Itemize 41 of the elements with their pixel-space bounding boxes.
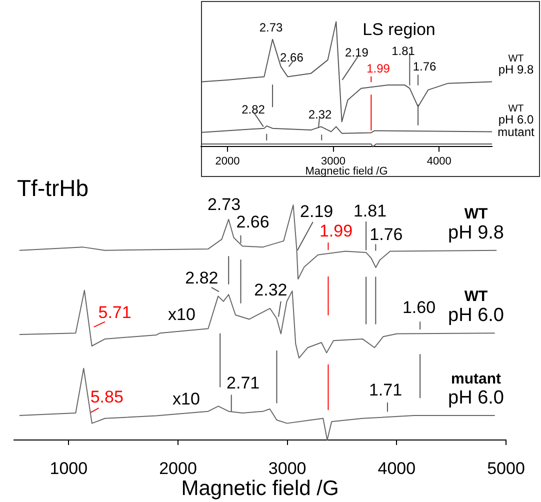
annotation: 1.76	[370, 224, 403, 244]
x-tick-label: 4000	[426, 155, 452, 168]
annotation: 2.73	[207, 195, 241, 214]
annotation: 2.66	[236, 212, 270, 232]
series-label: WT pH 9.8	[498, 54, 534, 77]
x-tick-label: 3000	[268, 458, 306, 478]
annotation: 2.71	[226, 373, 260, 392]
x-axis-title: Magnetic field /G	[181, 477, 339, 500]
annotation: 1.99	[366, 62, 390, 76]
x-tick-label: 2000	[159, 458, 197, 478]
series-label: WT pH 9.8	[448, 205, 504, 244]
annotation: x10	[172, 390, 200, 409]
annotation: 1.99	[319, 221, 353, 240]
annotation: 1.81	[353, 201, 387, 220]
x-tick-label: 2000	[215, 155, 240, 168]
annotation: 2.19	[300, 202, 334, 222]
annotation: 2.73	[259, 20, 283, 34]
series-label: mutant pH 6.0	[448, 370, 504, 409]
annotation: 2.32	[254, 280, 288, 300]
annotation: 1.76	[412, 60, 436, 74]
x-tick-label: 4000	[378, 458, 416, 478]
annotation: x10	[168, 304, 196, 324]
series-label: mutant	[498, 124, 536, 139]
x-tick-label: 3000	[321, 155, 346, 168]
annotation: 1.71	[368, 380, 402, 400]
annotation: 5.85	[90, 387, 124, 406]
series-label: WT pH 6.0	[448, 288, 504, 326]
annotation: 2.19	[345, 46, 369, 60]
x-tick-label: 1000	[50, 458, 88, 478]
x-axis-title: Magnetic field /G	[305, 165, 388, 178]
chart-title: LS region	[362, 20, 436, 40]
annotation: 1.60	[402, 298, 436, 317]
series-label: WT pH 6.0	[498, 104, 534, 127]
annotation: 5.71	[98, 303, 132, 322]
annotation: 2.32	[308, 107, 332, 122]
annotation: 1.81	[392, 44, 416, 58]
annotation: 2.82	[242, 102, 266, 116]
annotation: 2.82	[185, 268, 218, 288]
x-tick-label: 5000	[487, 458, 525, 478]
annotation: 2.66	[280, 50, 304, 65]
chart-title: Tf-trHb	[17, 175, 89, 202]
